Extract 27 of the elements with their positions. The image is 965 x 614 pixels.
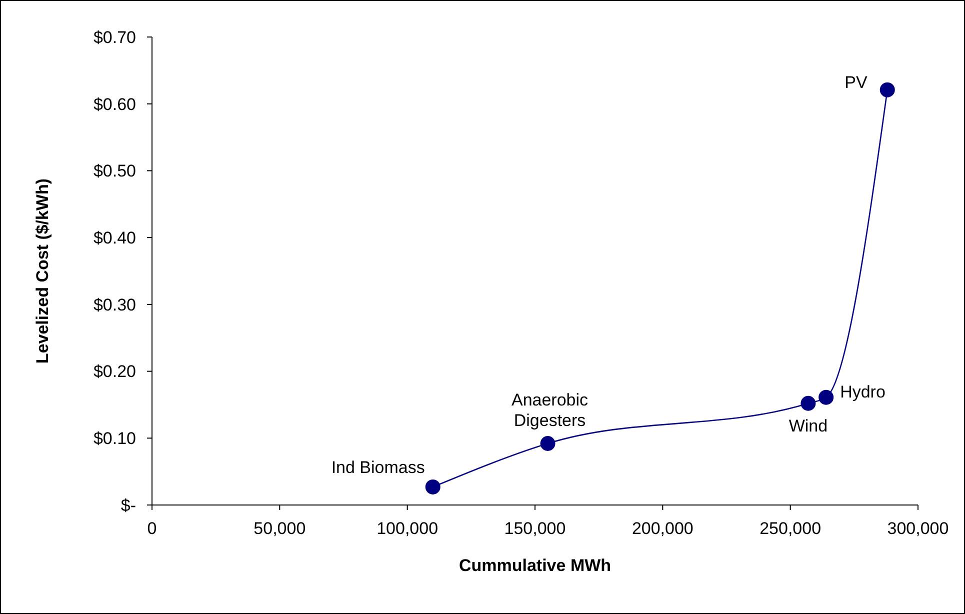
annotation: Ind Biomass (331, 458, 425, 477)
annotation: PV (844, 72, 868, 92)
point (540, 436, 556, 451)
y-tick-label: $0.40 (93, 228, 136, 248)
point (880, 82, 895, 98)
y-tick-label: $0.30 (93, 295, 136, 314)
y-tick-label: $- (120, 496, 136, 515)
point (425, 479, 440, 494)
y-tick-label: $0.50 (93, 162, 136, 181)
point (818, 390, 834, 405)
y-tick-label: $0.10 (93, 429, 136, 448)
annotation: Wind (788, 416, 828, 436)
point (800, 396, 816, 411)
y-tick-label: $0.70 (93, 28, 136, 47)
y-axis-title: Levelized Cost ($/kWh) (33, 178, 52, 364)
x-tick-label: 150,000 (504, 519, 566, 538)
annotation: Hydro (840, 382, 886, 402)
x-tick-label: 300,000 (887, 519, 949, 538)
x-tick-label: 100,000 (376, 519, 438, 538)
x-tick-label: 50,000 (254, 519, 306, 538)
annotation: Anaerobic Digesters (511, 390, 589, 430)
x-axis-title: Cummulative MWh (458, 556, 612, 575)
x-tick-label: 200,000 (632, 519, 694, 538)
x-tick-label: 0 (147, 519, 157, 538)
y-tick-label: $0.60 (93, 94, 136, 114)
x-tick-label: 250,000 (760, 519, 822, 538)
y-tick-label: $0.20 (93, 362, 136, 382)
